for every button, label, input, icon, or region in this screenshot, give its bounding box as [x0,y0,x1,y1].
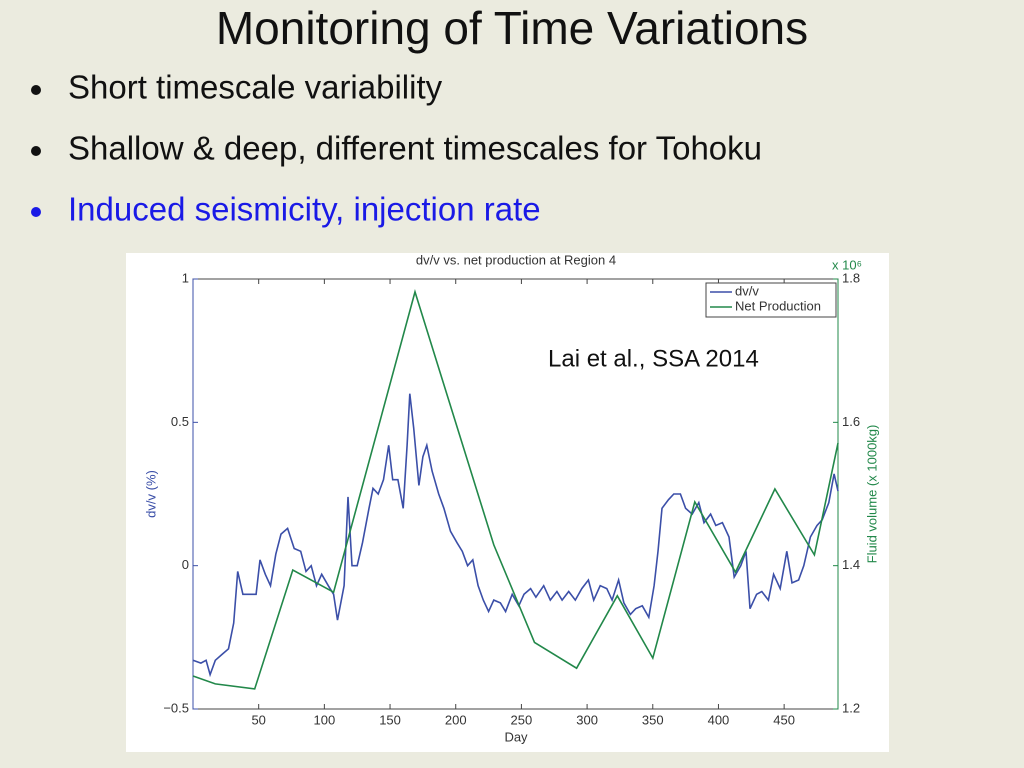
x-tick-label: 200 [445,712,467,727]
bullet-dot [31,207,41,217]
x-axis-label: Day [504,729,528,744]
y2-multiplier: x 10⁶ [832,257,862,272]
y2-axis-label: Fluid volume (x 1000kg) [864,425,879,564]
y2-tick-label: 1.6 [842,414,860,429]
legend-label: Net Production [735,298,821,313]
chart-title: dv/v vs. net production at Region 4 [416,252,616,267]
y-tick-label: 0.5 [171,414,189,429]
bullet: Shallow & deep, different timescales for… [68,130,762,167]
bullet: Induced seismicity, injection rate [68,191,541,228]
x-tick-label: 400 [708,712,730,727]
annotation: Lai et al., SSA 2014 [548,345,759,372]
x-tick-label: 50 [251,712,265,727]
y2-tick-label: 1.4 [842,557,860,572]
bullet-dot [31,85,41,95]
y2-tick-label: 1.8 [842,270,860,285]
chart-background [126,253,889,752]
x-tick-label: 300 [576,712,598,727]
series-line [192,393,839,678]
y-tick-label: 0 [182,557,189,572]
y-tick-label: 1 [182,270,189,285]
x-tick-label: 250 [511,712,533,727]
series-line [192,289,839,690]
bullet: Short timescale variability [68,69,443,106]
x-tick-label: 450 [773,712,795,727]
slide-title: Monitoring of Time Variations [216,2,808,54]
bullet-dot [31,146,41,156]
legend-label: dv/v [735,283,759,298]
y2-tick-label: 1.2 [842,700,860,715]
legend-box [705,282,837,318]
x-tick-label: 150 [379,712,401,727]
x-tick-label: 350 [642,712,664,727]
x-tick-label: 100 [314,712,336,727]
y-tick-label: −0.5 [163,700,189,715]
y-axis-label: dv/v (%) [143,470,158,518]
